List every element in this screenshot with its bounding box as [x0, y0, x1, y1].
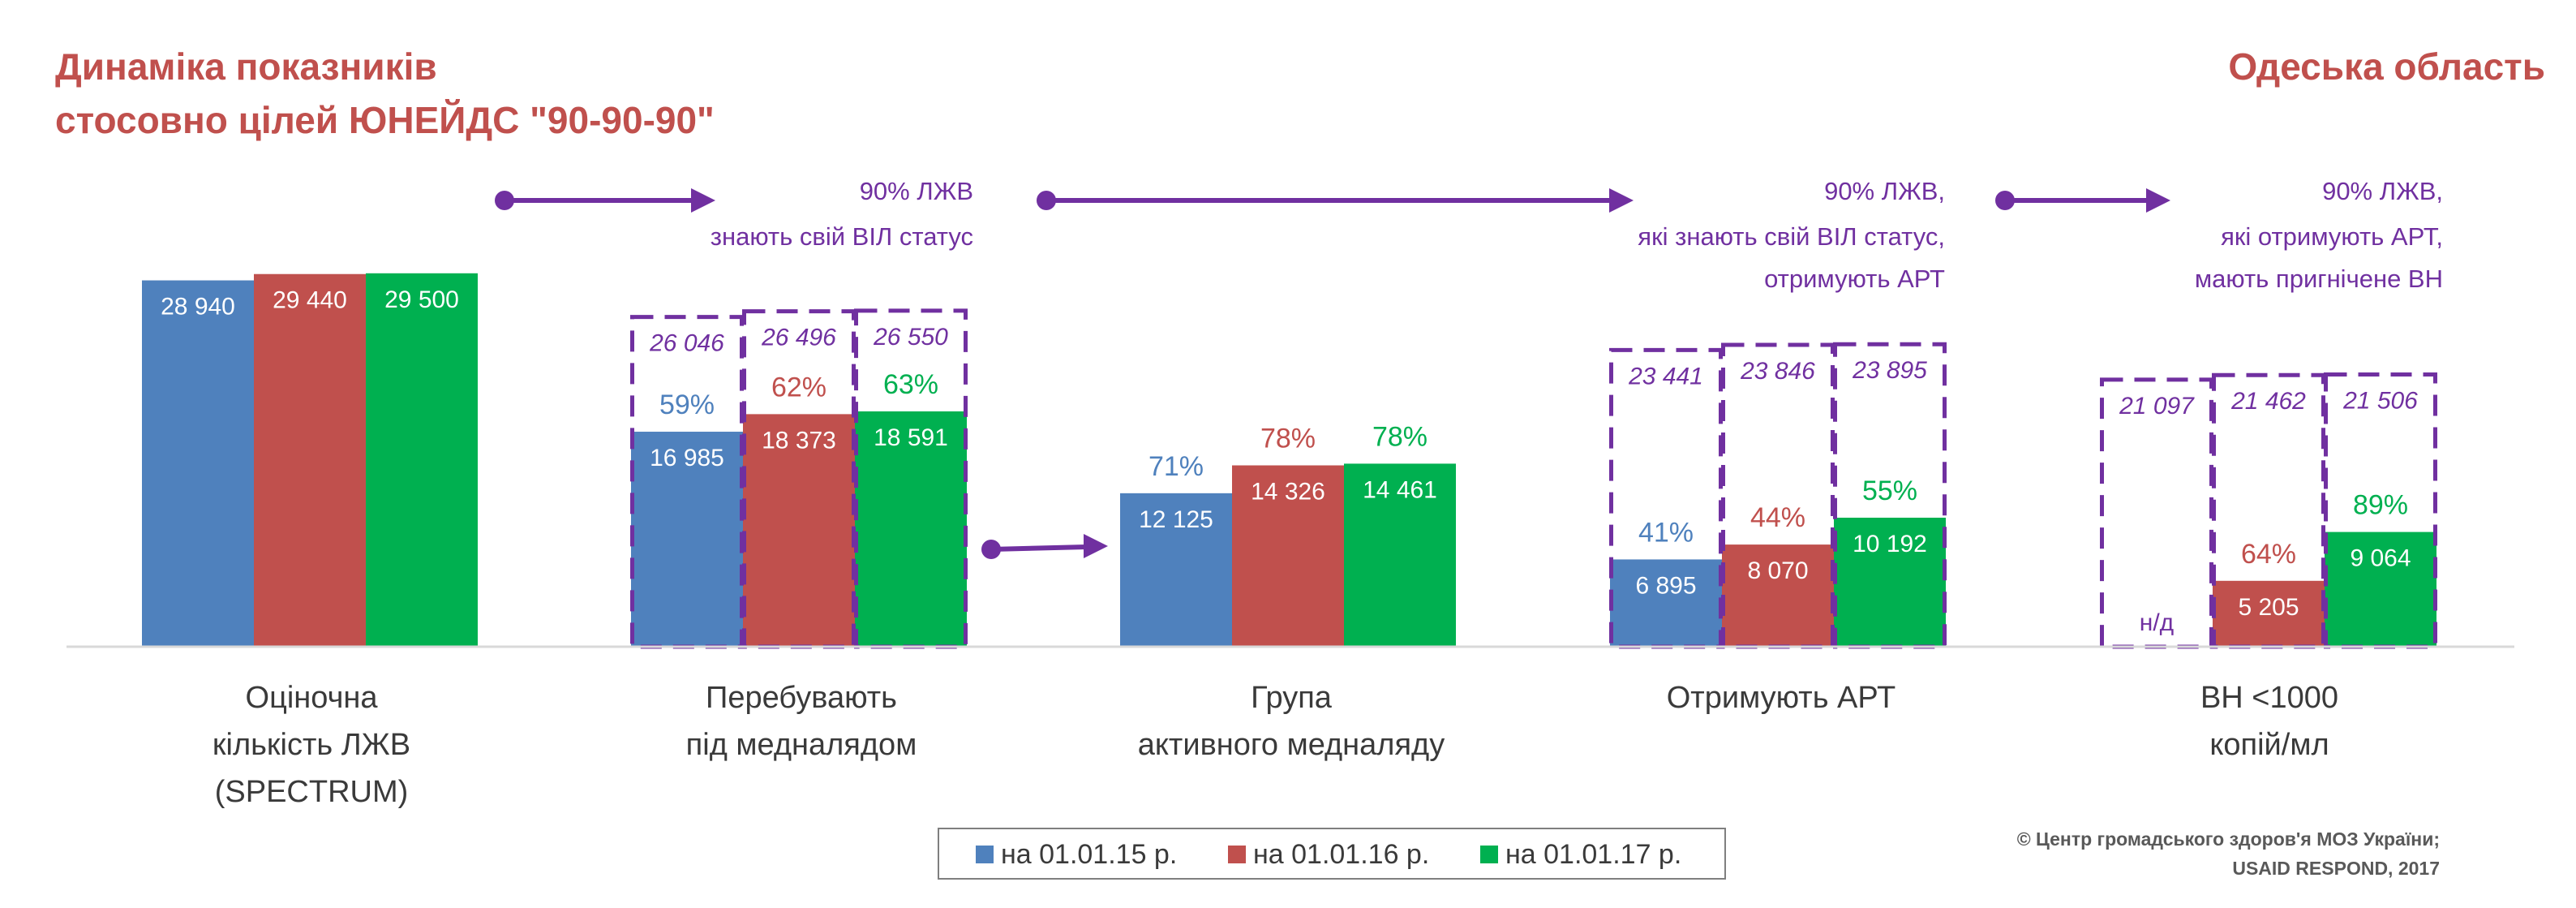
note-2: 90% ЛЖВ, які знають свій ВІЛ статус, отр… — [1638, 177, 1945, 293]
bar-under-care-2016 — [743, 414, 855, 647]
bar-value-active-care-2016: 14 326 — [1251, 479, 1325, 506]
note-3: 90% ЛЖВ, які отримують АРТ, мають пригні… — [2195, 177, 2443, 293]
legend-label-2016: на 01.01.16 р. — [1253, 839, 1429, 870]
legend-box — [938, 828, 1726, 880]
bars-layer — [142, 273, 2436, 647]
arrow-3 — [1995, 188, 2170, 213]
legend: на 01.01.15 р. на 01.01.16 р. на 01.01.1… — [938, 828, 1726, 880]
note-2-line-3: отримують АРТ — [1764, 265, 1945, 293]
target-label-vl-2016: 21 462 — [2230, 388, 2306, 415]
target-outline-vl-2015 — [2100, 377, 2213, 649]
target-label-art-2016: 23 846 — [1740, 358, 1815, 385]
percent-label-art-2017: 55% — [1862, 476, 1917, 506]
bar-value-art-2015: 6 895 — [1635, 572, 1696, 599]
bar-spectrum-2017 — [366, 273, 478, 647]
note-3-line-2: які отримують АРТ, — [2221, 222, 2443, 251]
target-label-vl-2017: 21 506 — [2342, 388, 2418, 415]
bar-vl-2017 — [2325, 531, 2436, 647]
arrow-4 — [981, 534, 1108, 559]
category-label-2-line-2: під медналядом — [686, 728, 917, 762]
bar-value-spectrum-2016: 29 440 — [273, 287, 347, 314]
note-3-line-3: мають пригнічене ВН — [2195, 265, 2443, 293]
category-label-2-line-1: Перебувають — [706, 681, 897, 715]
percent-label-under-care-2015: 59% — [659, 389, 715, 420]
arrow-1 — [495, 188, 715, 213]
target-label-vl-2015: 21 097 — [2119, 393, 2195, 420]
bar-active-care-2015 — [1120, 493, 1232, 647]
bar-value-spectrum-2017: 29 500 — [384, 286, 459, 313]
chart-title-line-2: стосовно цілей ЮНЕЙДС "90-90-90" — [55, 99, 715, 141]
category-label-5-line-1: ВН <1000 — [2200, 681, 2338, 715]
bar-art-2017 — [1834, 518, 1946, 647]
target-label-under-care-2016: 26 496 — [761, 325, 836, 351]
target-label-art-2015: 23 441 — [1628, 363, 1703, 389]
bar-value-art-2016: 8 070 — [1747, 557, 1808, 584]
bar-active-care-2016 — [1232, 465, 1344, 647]
note-3-line-1: 90% ЛЖВ, — [2322, 177, 2443, 205]
category-label-3-line-2: активного медналяду — [1138, 728, 1445, 762]
copyright-line-2: USAID RESPOND, 2017 — [2232, 858, 2440, 879]
legend-swatch-2017 — [1480, 846, 1498, 863]
bar-under-care-2017 — [855, 411, 967, 647]
category-labels: Оціночна кількість ЛЖВ (SPECTRUM) Перебу… — [213, 681, 2338, 809]
bar-vl-2016 — [2213, 580, 2325, 647]
bar-value-spectrum-2015: 28 940 — [161, 294, 235, 321]
note-1-line-2: знають свій ВІЛ статус — [711, 222, 973, 251]
bar-value-under-care-2016: 18 373 — [762, 427, 836, 454]
note-2-line-1: 90% ЛЖВ, — [1824, 177, 1945, 205]
category-label-1-line-3: (SPECTRUM) — [215, 775, 409, 809]
bar-value-under-care-2017: 18 591 — [874, 424, 948, 451]
copyright-line-1: © Центр громадського здоров'я МОЗ Україн… — [2017, 828, 2440, 850]
percent-label-art-2016: 44% — [1750, 502, 1805, 533]
percent-label-active-care-2016: 78% — [1260, 424, 1316, 454]
bar-value-vl-2015: н/д — [2140, 609, 2174, 636]
category-label-1-line-2: кількість ЛЖВ — [213, 728, 410, 762]
target-label-under-care-2015: 26 046 — [649, 330, 724, 357]
bar-under-care-2015 — [631, 432, 743, 647]
note-1: 90% ЛЖВ знають свій ВІЛ статус — [711, 177, 973, 251]
legend-label-2015: на 01.01.15 р. — [1001, 839, 1177, 870]
legend-swatch-2015 — [976, 846, 994, 863]
bar-spectrum-2016 — [254, 273, 366, 647]
category-label-3-line-1: Група — [1251, 681, 1333, 715]
category-label-4-line-1: Отримують АРТ — [1667, 681, 1896, 715]
note-2-line-2: які знають свій ВІЛ статус, — [1638, 222, 1945, 251]
category-label-1-line-1: Оціночна — [246, 681, 379, 715]
bar-art-2016 — [1722, 544, 1834, 647]
bar-value-active-care-2017: 14 461 — [1363, 476, 1437, 503]
target-label-under-care-2017: 26 550 — [873, 324, 948, 351]
arrow-2 — [1037, 188, 1634, 213]
chart-title-line-1: Динаміка показників — [55, 45, 437, 88]
percent-label-vl-2017: 89% — [2353, 490, 2408, 521]
percent-label-active-care-2017: 78% — [1372, 421, 1428, 452]
bar-value-vl-2016: 5 205 — [2238, 594, 2299, 621]
legend-label-2017: на 01.01.17 р. — [1505, 839, 1681, 870]
percent-label-art-2015: 41% — [1638, 517, 1694, 548]
category-label-5-line-2: копій/мл — [2209, 728, 2329, 762]
percent-label-under-care-2016: 62% — [771, 372, 826, 402]
bar-value-vl-2017: 9 064 — [2350, 545, 2411, 572]
bar-value-active-care-2015: 12 125 — [1139, 506, 1213, 533]
labels-layer: 28 940 29 440 29 500 26 046 16 985 59% 26 496 1… — [161, 286, 2418, 636]
percent-label-active-care-2015: 71% — [1148, 451, 1204, 482]
bar-art-2015 — [1610, 559, 1722, 647]
bar-value-art-2017: 10 192 — [1853, 531, 1927, 557]
bar-active-care-2017 — [1344, 463, 1456, 647]
region-title: Одеська область — [2228, 45, 2545, 88]
bar-value-under-care-2015: 16 985 — [650, 445, 724, 471]
percent-label-under-care-2017: 63% — [883, 369, 938, 400]
bar-spectrum-2015 — [142, 280, 254, 647]
note-1-line-1: 90% ЛЖВ — [860, 177, 973, 205]
legend-swatch-2016 — [1228, 846, 1246, 863]
percent-label-vl-2016: 64% — [2241, 539, 2296, 570]
target-label-art-2017: 23 895 — [1852, 357, 1927, 384]
